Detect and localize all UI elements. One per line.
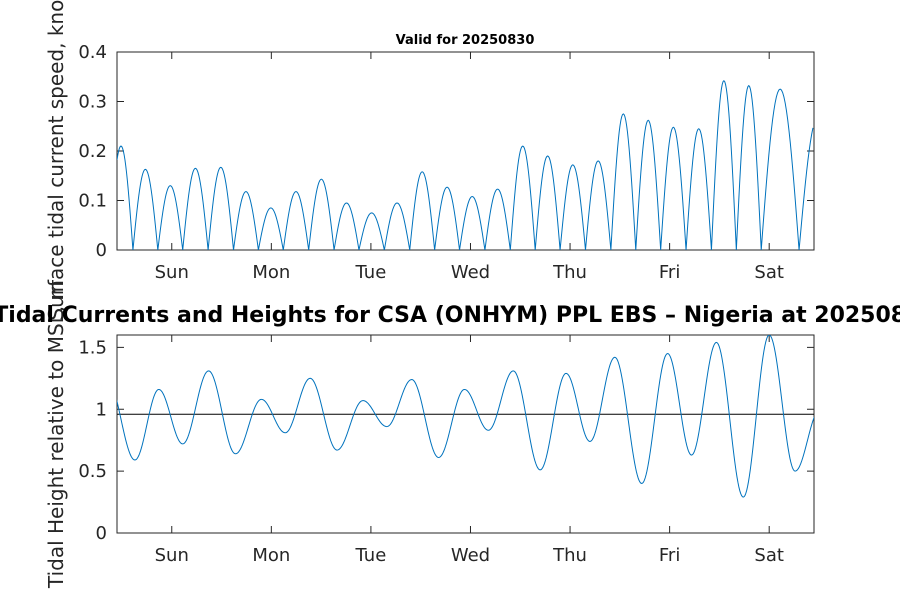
tidal-height-ytick-label: 1 [96,399,107,420]
current-speed-xtick-label: Wed [451,262,490,283]
current-speed-plot-area [116,51,815,251]
current-speed-ticks: 0 0.1 0.2 0.3 0.4 Sun Mon Tue Wed Thu Fri Sat [78,42,814,283]
tidal-height-series [117,335,814,498]
tidal-height-plot-area [116,334,815,534]
current-speed-xtick-label: Sun [155,262,189,283]
current-speed-ytick-label: 0 [96,240,107,261]
tidal-height-xtick-label: Mon [252,545,290,566]
figure-title: Tidal Currents and Heights for CSA (ONHY… [0,303,900,328]
current-speed-ytick-label: 0.1 [78,191,107,212]
tidal-height-xtick-label: Thu [552,545,587,566]
current-speed-xtick-label: Sat [754,262,784,283]
tidal-height-xtick-label: Fri [659,545,680,566]
tidal-height-line [117,335,814,498]
tidal-height-chart: 0 0.5 1 1.5 Sun Mon Tue Wed Thu Fri Sat Tidal Heig… [44,280,815,589]
current-speed-ylabel: Surface tidal current speed, knots [44,0,68,321]
current-speed-xtick-label: Mon [252,262,290,283]
current-speed-line [117,79,814,250]
current-speed-ytick-label: 0.4 [78,42,107,63]
tidal-height-ytick-label: 0.5 [78,461,107,482]
tidal-height-xtick-label: Sat [754,545,784,566]
current-speed-ytick-label: 0.2 [78,141,107,162]
tidal-height-ylabel: Tidal Height relative to MSL, m [44,280,68,589]
current-speed-title: Valid for 20250830 [396,33,535,48]
current-speed-xtick-label: Thu [552,262,587,283]
current-speed-xtick-label: Tue [355,262,387,283]
tidal-height-xtick-label: Tue [355,545,387,566]
current-speed-series [117,79,814,250]
current-speed-xtick-label: Fri [659,262,680,283]
tidal-height-ytick-label: 1.5 [78,337,107,358]
tidal-height-ytick-label: 0 [96,523,107,544]
current-speed-chart: 0 0.1 0.2 0.3 0.4 Sun Mon Tue Wed Thu Fri Sat Valid… [44,0,815,321]
tidal-height-xtick-label: Sun [155,545,189,566]
tidal-height-ticks: 0 0.5 1 1.5 Sun Mon Tue Wed Thu Fri Sat [78,335,814,566]
current-speed-ytick-label: 0.3 [78,92,107,113]
tidal-height-xtick-label: Wed [451,545,490,566]
